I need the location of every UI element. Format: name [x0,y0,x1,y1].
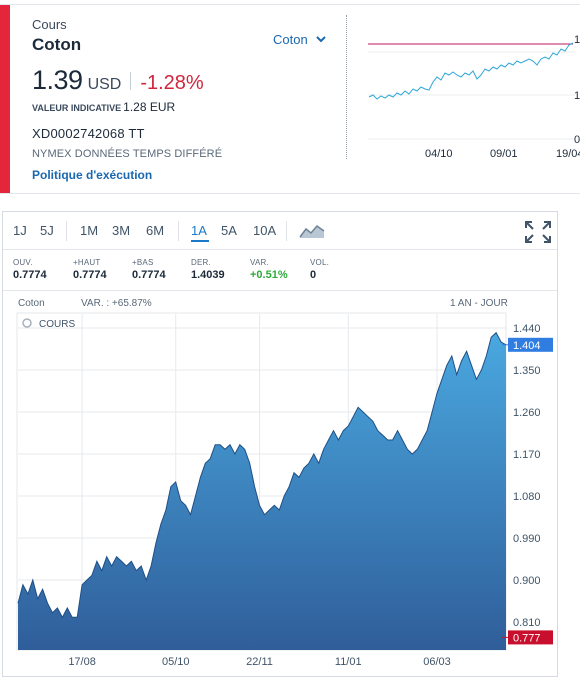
low-price-tag: 0.777 [502,630,553,645]
price-divider [130,71,132,90]
execution-policy-link[interactable]: Politique d'exécution [32,168,153,182]
series-label-text: COURS [39,319,75,330]
last-price: 1.39 [32,65,83,95]
x-tick-label: 05/10 [162,656,190,668]
x-tick-label: 22/11 [246,656,273,668]
mini-chart: 04/10 09/01 19/04 1 1 0 [368,34,580,160]
stat-open: OUV. 0.7774 [13,258,47,281]
mini-chart-xlabel: 04/10 [425,148,453,160]
price-area [18,332,506,650]
expand-icon[interactable] [524,220,552,244]
stat-label: VOL. [310,258,330,267]
isin-code: XD0002742068 TT [32,126,145,141]
stat-value: 0.7774 [73,269,107,281]
x-tick-label: 11/01 [335,656,362,668]
y-tick-label: 0.810 [513,617,541,629]
stat-label: +BAS [132,258,154,267]
stat-variation: VAR. +0.51% [250,258,288,281]
chevron-down-icon [315,36,326,43]
stats-bar: OUV. 0.7774 +HAUT 0.7774 +BAS 0.7774 DER… [3,251,557,291]
stat-label: OUV. [13,258,33,267]
toolbar-divider [178,221,179,241]
range-toolbar: 1J 5J 1M 3M 6M 1A 5A 10A [3,212,557,250]
instrument-name: Coton [32,35,82,54]
svg-text:1.404: 1.404 [513,340,541,352]
stat-value: 0.7774 [132,269,166,281]
x-tick-label: 06/03 [423,656,451,668]
stat-value: +0.51% [250,269,288,281]
price-row: 1.39 USD -1.28% [32,65,204,96]
area-chart-icon[interactable] [299,223,325,239]
chart-period: 1 AN - JOUR [450,298,508,309]
instrument-selector[interactable]: Coton [273,32,326,47]
y-tick-label: 0.900 [513,575,541,587]
range-1a-button[interactable]: 1A [191,223,207,238]
stat-label: DER. [191,258,211,267]
stat-low: +BAS 0.7774 [132,258,166,281]
chart-panel: 1J 5J 1M 3M 6M 1A 5A 10A OUV. 0.7774 [2,211,558,677]
data-source: NYMEX DONNÉES TEMPS DIFFÉRÉ [32,148,223,160]
price-currency: USD [87,76,122,93]
stat-volume: VOL. 0 [310,258,329,281]
stat-value: 1.4039 [191,269,225,281]
stat-label: VAR. [250,258,269,267]
range-1j-button[interactable]: 1J [13,223,27,238]
indicative-value: VALEUR INDICATIVE 1.28 EUR [32,100,175,114]
svg-text:0.777: 0.777 [513,632,541,644]
indicative-amount: 1.28 EUR [123,100,176,114]
mini-chart-xlabel: 19/04 [556,148,580,160]
stat-value: 0.7774 [13,269,47,281]
instrument-selector-label: Coton [273,32,308,47]
mini-chart-ylabel: 1 [574,34,580,46]
mini-chart-xlabel: 09/01 [490,148,518,160]
price-chart[interactable]: 0.810 0.900 0.990 1.080 1.170 1.260 1.350 1.440… [3,312,557,674]
range-5a-button[interactable]: 5A [221,223,237,238]
quote-card: Cours Coton 1.39 USD -1.28% VALEUR INDIC… [0,4,580,194]
y-tick-label: 1.080 [513,491,541,503]
toolbar-divider [286,221,287,241]
range-5j-button[interactable]: 5J [40,223,54,238]
x-tick-label: 17/08 [68,656,96,668]
y-tick-label: 1.350 [513,365,541,377]
mini-chart-ylabel: 1 [574,90,580,102]
y-tick-label: 1.260 [513,407,541,419]
indicative-label: VALEUR INDICATIVE [32,103,122,113]
y-tick-label: 0.990 [513,533,541,545]
chart-variation: VAR. : +65.87% [81,298,152,309]
gear-icon [22,318,32,328]
y-tick-label: 1.170 [513,449,541,461]
price-change: -1.28% [140,72,204,94]
range-6m-button[interactable]: 6M [146,223,165,238]
range-1m-button[interactable]: 1M [80,223,99,238]
active-range-indicator [191,240,209,242]
stat-last: DER. 1.4039 [191,258,225,281]
chart-instrument-name: Coton [18,298,45,309]
y-tick-label: 1.440 [513,323,541,335]
range-3m-button[interactable]: 3M [112,223,131,238]
instrument-type: Cours [32,17,67,32]
price-line [17,331,507,619]
mini-chart-ylabel: 0 [574,134,580,146]
toolbar-divider [66,221,67,241]
stat-value: 0 [310,269,317,281]
quote-accent-bar [0,5,10,193]
range-10a-button[interactable]: 10A [253,223,277,238]
stat-label: +HAUT [73,258,101,267]
stat-high: +HAUT 0.7774 [73,258,107,281]
last-price-tag: 1.404 [502,337,553,352]
series-label: COURS [22,318,75,330]
card-divider [346,15,347,159]
mini-chart-line [368,42,574,100]
